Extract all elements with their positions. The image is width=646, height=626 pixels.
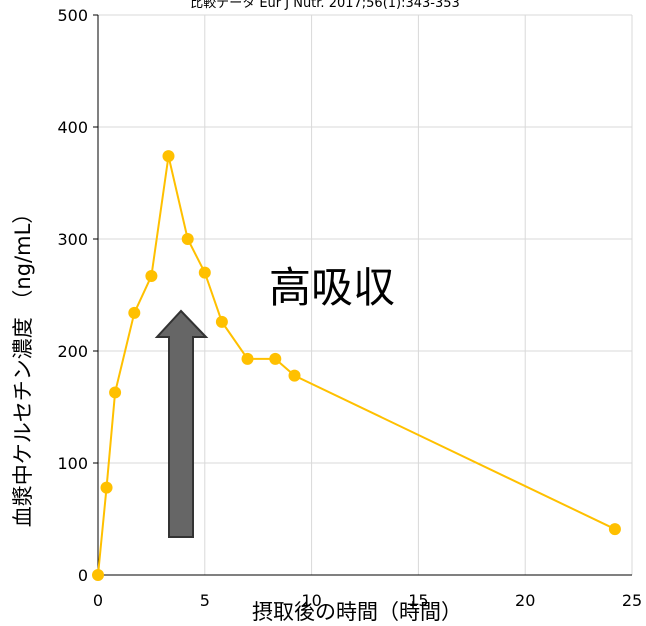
data-point — [128, 306, 141, 319]
data-point — [241, 352, 254, 365]
x-axis-title: 摂取後の時間（時間） — [252, 600, 462, 624]
data-point — [145, 269, 158, 282]
data-point — [269, 352, 282, 365]
y-axis-title: 血漿中ケルセチン濃度 （ng/mL） — [11, 203, 35, 528]
y-tick-label: 0 — [78, 566, 88, 585]
x-tick-label: 15 — [408, 591, 428, 610]
data-point — [198, 266, 211, 279]
x-tick-labels: 0 5 10 15 20 25 — [93, 591, 642, 610]
x-tick-label: 0 — [93, 591, 103, 610]
data-point — [608, 523, 621, 536]
up-arrow — [154, 309, 209, 538]
y-tick-label: 300 — [57, 230, 88, 249]
y-tick-label: 500 — [57, 6, 88, 25]
y-tick-labels: 0 100 200 300 400 500 — [57, 6, 88, 585]
data-point — [288, 369, 301, 382]
data-point — [181, 233, 194, 245]
annotation-label: 高吸収 — [269, 263, 395, 312]
chart-title: 比較データ Eur J Nutr. 2017;56(1):343-353 — [190, 0, 460, 11]
x-tick-label: 10 — [301, 591, 321, 610]
data-point — [109, 386, 122, 399]
x-tick-label: 25 — [622, 591, 642, 610]
data-points — [92, 150, 621, 581]
y-tick-label: 100 — [57, 454, 88, 473]
data-point — [92, 569, 104, 581]
data-point — [162, 150, 175, 163]
y-tick-label: 400 — [57, 118, 88, 137]
data-point — [100, 481, 113, 494]
data-point — [215, 315, 228, 328]
y-tick-label: 200 — [57, 342, 88, 361]
x-tick-label: 20 — [515, 591, 535, 610]
x-tick-label: 5 — [200, 591, 210, 610]
